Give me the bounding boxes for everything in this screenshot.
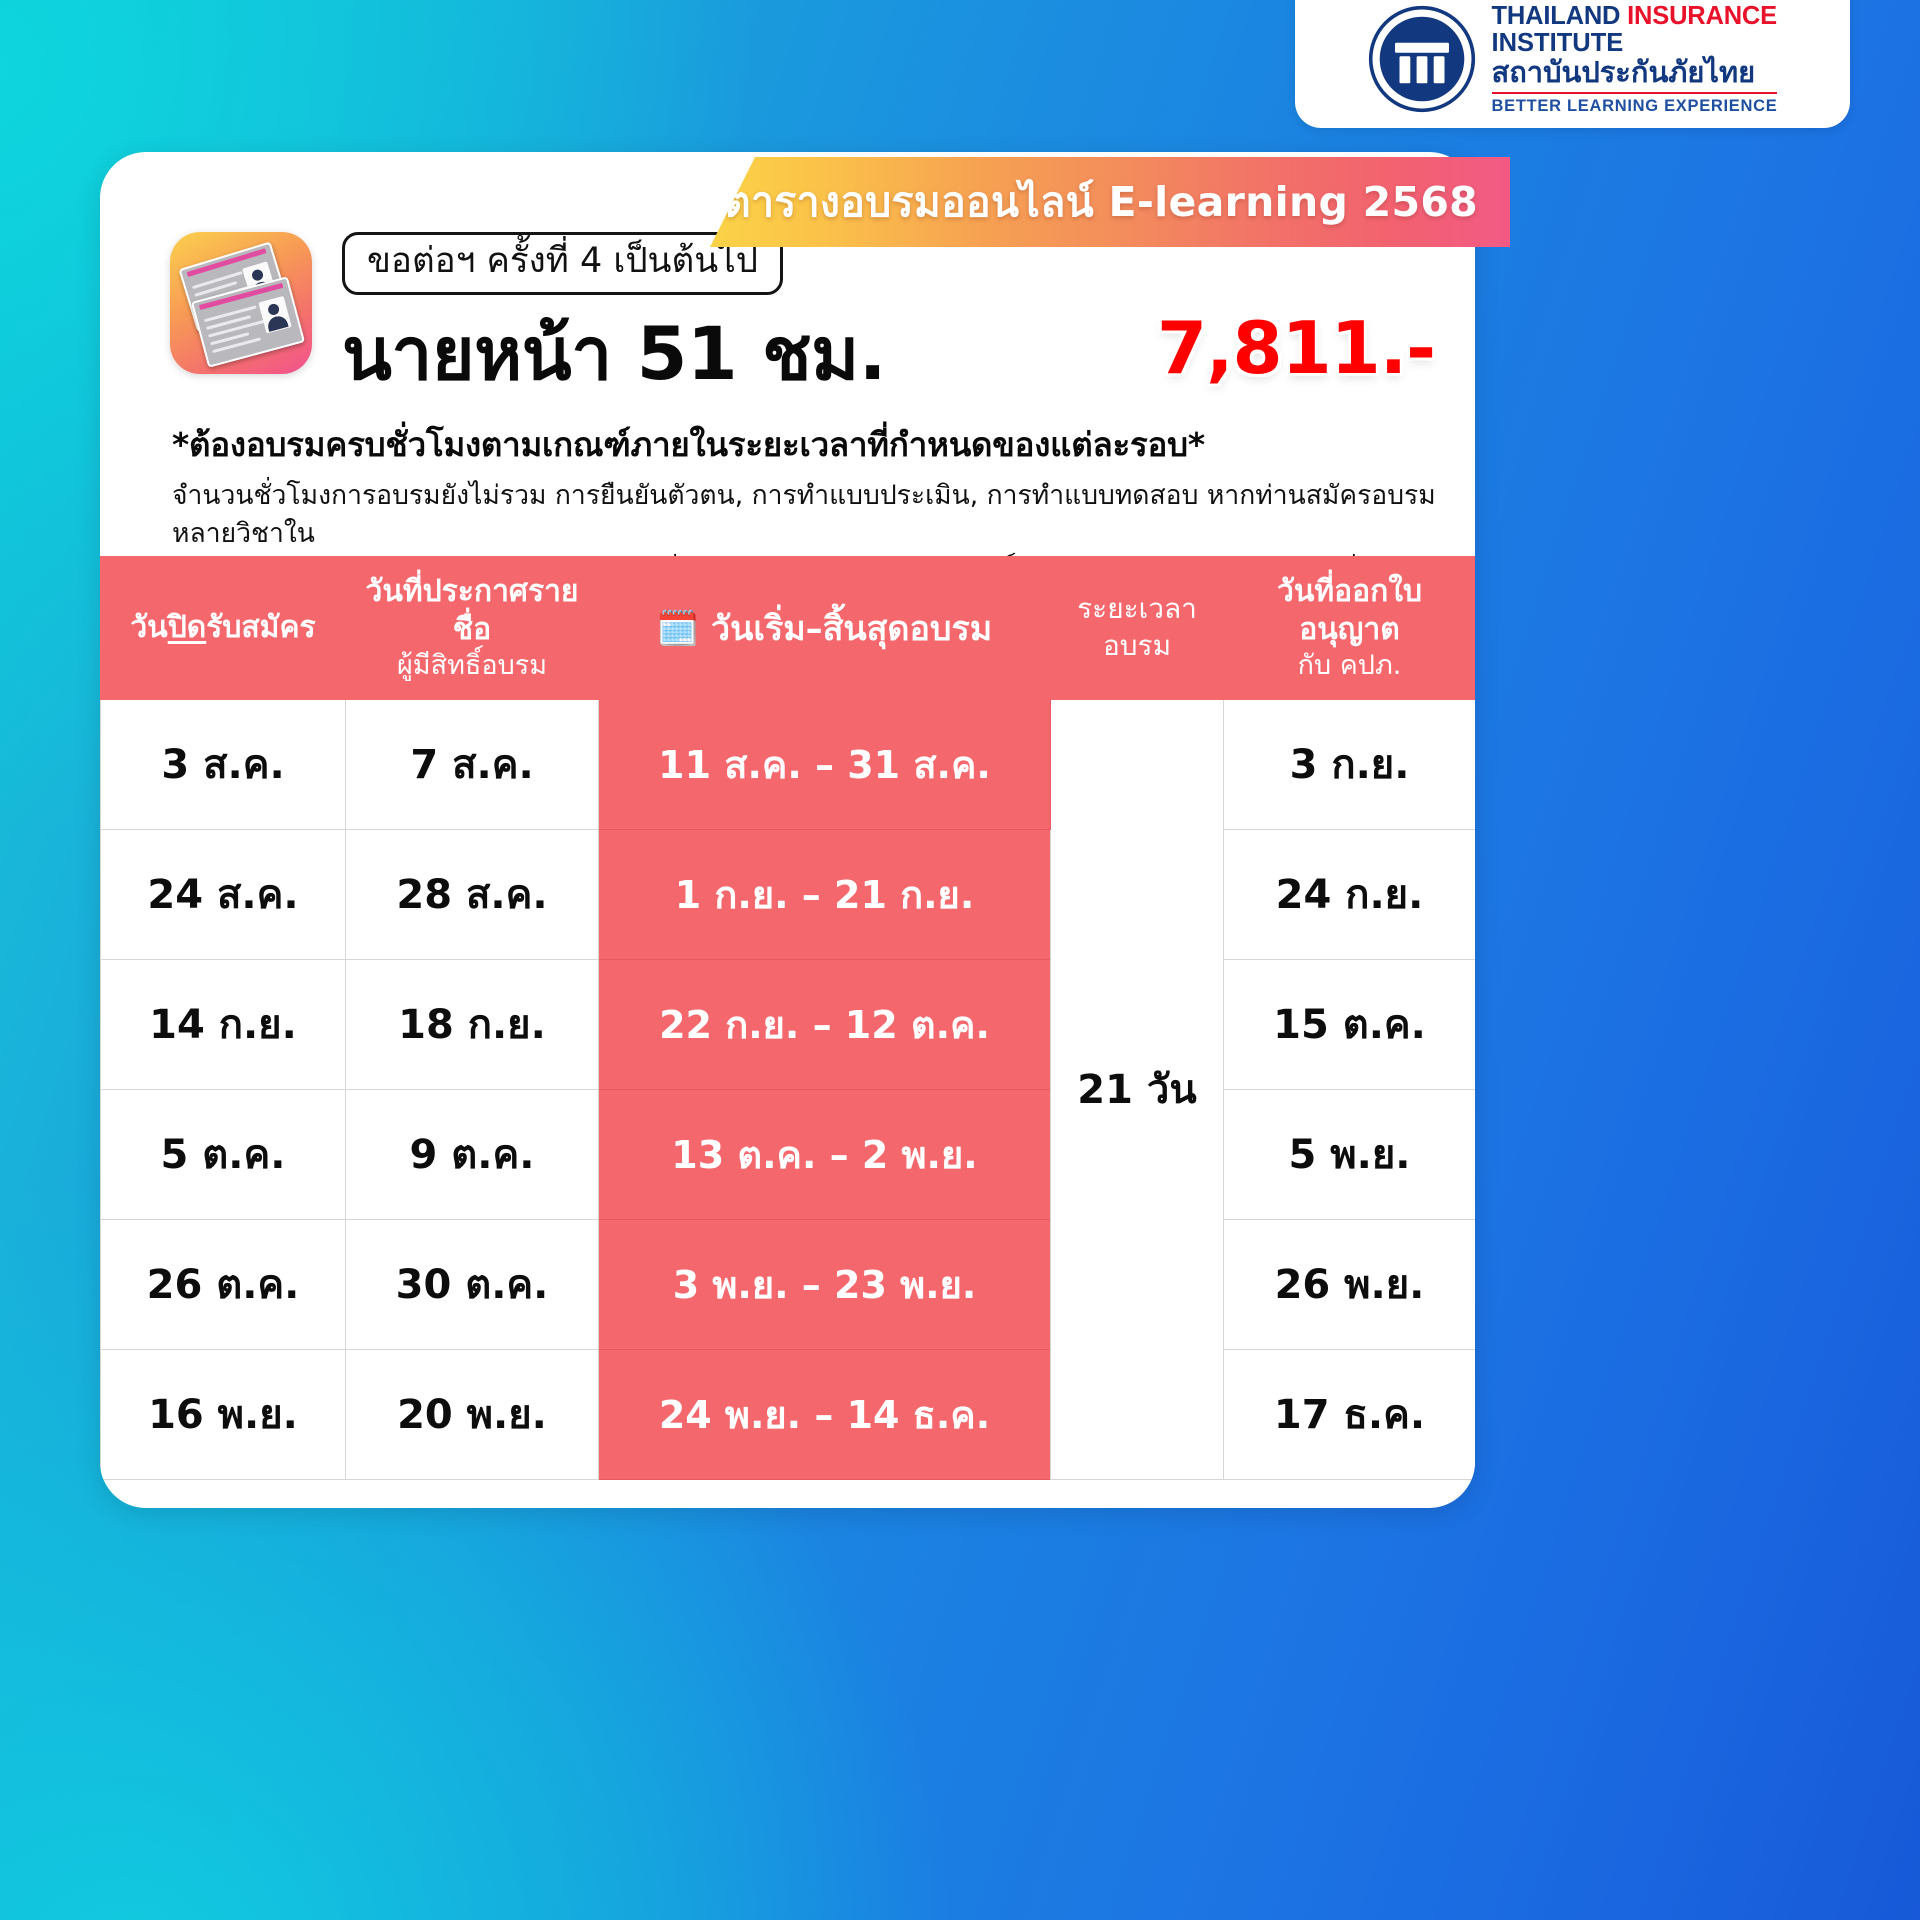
- tii-pillar-logo-icon: [1368, 5, 1475, 113]
- course-header: ขอต่อฯ ครั้งที่ 4 เป็นต้นไป นายหน้า 51 ช…: [100, 152, 1475, 398]
- close-pre: วัน: [130, 610, 168, 646]
- table-row: 26 ต.ค. 30 ต.ค. 3 พ.ย. – 23 พ.ย. 26 พ.ย.: [100, 1218, 1475, 1350]
- announce-sub: ผู้มีสิทธิ์อบรม: [396, 649, 548, 681]
- table-head: วันปิดรับสมัคร วันที่ประกาศรายชื่อ ผู้มี…: [100, 556, 1475, 700]
- table-row: 3 ส.ค. 7 ส.ค. 11 ส.ค. – 31 ส.ค. 21 วัน 3…: [100, 698, 1475, 1480]
- table-row: 5 ต.ค. 9 ต.ค. 13 ต.ค. – 2 พ.ย. 5 พ.ย.: [100, 1088, 1475, 1220]
- brand-line1-red: INSURANCE: [1627, 1, 1777, 30]
- calendar-icon: 🗓️: [656, 608, 700, 649]
- cell-license-date: 15 ต.ค.: [1223, 958, 1475, 1090]
- close-mark: ปิด: [167, 610, 207, 646]
- cell-training-period: 11 ส.ค. – 31 ส.ค.: [598, 698, 1051, 830]
- duration-sub: อบรม: [1102, 628, 1172, 662]
- title-price-row: นายหน้า 51 ชม. 7,811.-: [342, 307, 1475, 398]
- license-sub: กับ คปภ.: [1297, 649, 1402, 681]
- duration-main: ระยะเวลา: [1077, 592, 1197, 626]
- schedule-table-wrap: วันปิดรับสมัคร วันที่ประกาศรายชื่อ ผู้มี…: [100, 556, 1475, 1480]
- table-row: 14 ก.ย. 18 ก.ย. 22 ก.ย. – 12 ต.ค. 15 ต.ค…: [100, 958, 1475, 1090]
- close-post: รับสมัคร: [206, 610, 316, 646]
- schedule-card: ขอต่อฯ ครั้งที่ 4 เป็นต้นไป นายหน้า 51 ช…: [100, 152, 1475, 1508]
- cell-announce-date: 9 ต.ค.: [345, 1088, 599, 1220]
- brand-line1-dark: THAILAND: [1491, 1, 1628, 30]
- cell-training-period: 13 ต.ค. – 2 พ.ย.: [598, 1088, 1051, 1220]
- cell-close-date: 3 ส.ค.: [100, 698, 346, 830]
- table-body: 3 ส.ค. 7 ส.ค. 11 ส.ค. – 31 ส.ค. 21 วัน 3…: [100, 698, 1475, 1480]
- cell-license-date: 26 พ.ย.: [1223, 1218, 1475, 1350]
- cell-license-date: 3 ก.ย.: [1223, 698, 1475, 830]
- col-header-training-period: 🗓️ วันเริ่ม–สิ้นสุดอบรม: [598, 556, 1051, 700]
- cell-announce-date: 30 ต.ค.: [345, 1218, 599, 1350]
- cell-license-date: 5 พ.ย.: [1223, 1088, 1475, 1220]
- note-headline: *ต้องอบรมครบชั่วโมงตามเกณฑ์ภายในระยะเวลา…: [172, 424, 1205, 464]
- cell-license-date: 17 ธ.ค.: [1223, 1348, 1475, 1480]
- table-header-row: วันปิดรับสมัคร วันที่ประกาศรายชื่อ ผู้มี…: [100, 556, 1475, 700]
- cell-duration: 21 วัน: [1050, 698, 1224, 1480]
- col-header-announce-date: วันที่ประกาศรายชื่อ ผู้มีสิทธิ์อบรม: [345, 556, 599, 700]
- cell-announce-date: 7 ส.ค.: [345, 698, 599, 830]
- brand-divider: [1491, 91, 1778, 94]
- col-header-close-date: วันปิดรับสมัคร: [100, 556, 346, 700]
- cell-close-date: 24 ส.ค.: [100, 828, 346, 960]
- col-header-license-date: วันที่ออกใบอนุญาต กับ คปภ.: [1223, 556, 1475, 700]
- cell-license-date: 24 ก.ย.: [1223, 828, 1475, 960]
- brand-thai-name: สถาบันประกันภัยไทย: [1491, 54, 1756, 89]
- note-line-1: จำนวนชั่วโมงการอบรมยังไม่รวม การยืนยันตั…: [172, 479, 1436, 550]
- table-row: 16 พ.ย. 20 พ.ย. 24 พ.ย. – 14 ธ.ค. 17 ธ.ค…: [100, 1348, 1475, 1480]
- cell-close-date: 26 ต.ค.: [100, 1218, 346, 1350]
- cell-training-period: 24 พ.ย. – 14 ธ.ค.: [598, 1348, 1051, 1480]
- cell-announce-date: 18 ก.ย.: [345, 958, 599, 1090]
- schedule-ribbon-banner: ตารางอบรมออนไลน์ E-learning 2568: [710, 157, 1510, 247]
- cell-announce-date: 20 พ.ย.: [345, 1348, 599, 1480]
- renewal-badge: ขอต่อฯ ครั้งที่ 4 เป็นต้นไป: [342, 232, 783, 296]
- license-main: วันที่ออกใบอนุญาต: [1276, 574, 1423, 647]
- cell-training-period: 3 พ.ย. – 23 พ.ย.: [598, 1218, 1051, 1350]
- cell-training-period: 22 ก.ย. – 12 ต.ค.: [598, 958, 1051, 1090]
- brand-line2: INSTITUTE: [1491, 29, 1624, 57]
- announce-main: วันที่ประกาศรายชื่อ: [365, 574, 579, 647]
- brand-logo-plate: THAILAND INSURANCE INSTITUTE สถาบันประกั…: [1295, 0, 1850, 128]
- cell-training-period: 1 ก.ย. – 21 ก.ย.: [598, 828, 1051, 960]
- course-price: 7,811.-: [1157, 306, 1436, 391]
- cell-close-date: 5 ต.ค.: [100, 1088, 346, 1220]
- col-header-duration: ระยะเวลา อบรม: [1050, 556, 1224, 700]
- period-main: วันเริ่ม–สิ้นสุดอบรม: [711, 608, 993, 649]
- card-content: ขอต่อฯ ครั้งที่ 4 เป็นต้นไป นายหน้า 51 ช…: [100, 152, 1475, 1480]
- schedule-table: วันปิดรับสมัคร วันที่ประกาศรายชื่อ ผู้มี…: [100, 556, 1475, 1480]
- cell-announce-date: 28 ส.ค.: [345, 828, 599, 960]
- course-head-column: ขอต่อฯ ครั้งที่ 4 เป็นต้นไป นายหน้า 51 ช…: [342, 232, 1475, 398]
- cell-close-date: 16 พ.ย.: [100, 1348, 346, 1480]
- cell-close-date: 14 ก.ย.: [100, 958, 346, 1090]
- course-title: นายหน้า 51 ชม.: [342, 311, 887, 397]
- table-row: 24 ส.ค. 28 ส.ค. 1 ก.ย. – 21 ก.ย. 24 ก.ย.: [100, 828, 1475, 960]
- brand-tagline: BETTER LEARNING EXPERIENCE: [1491, 97, 1778, 115]
- ribbon-title: ตารางอบรมออนไลน์ E-learning 2568: [724, 177, 1478, 226]
- id-card-icon: [170, 232, 312, 374]
